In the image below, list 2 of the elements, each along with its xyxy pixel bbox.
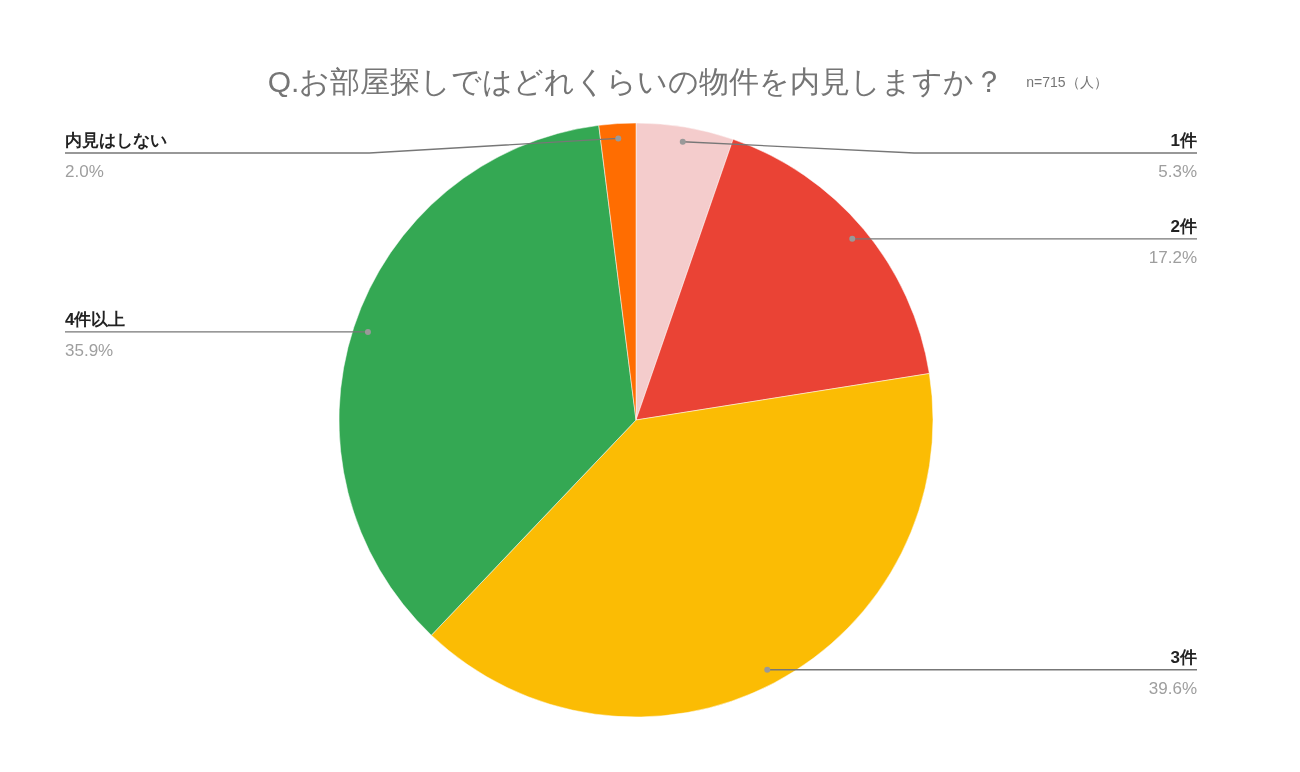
- subtitle: n=715（人）: [1026, 74, 1108, 90]
- title: Q.お部屋探しではどれくらいの物件を内見しますか？: [267, 65, 1005, 98]
